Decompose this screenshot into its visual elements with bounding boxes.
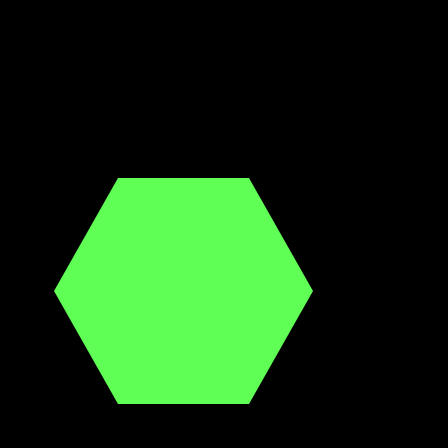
green-hexagon <box>54 178 313 404</box>
